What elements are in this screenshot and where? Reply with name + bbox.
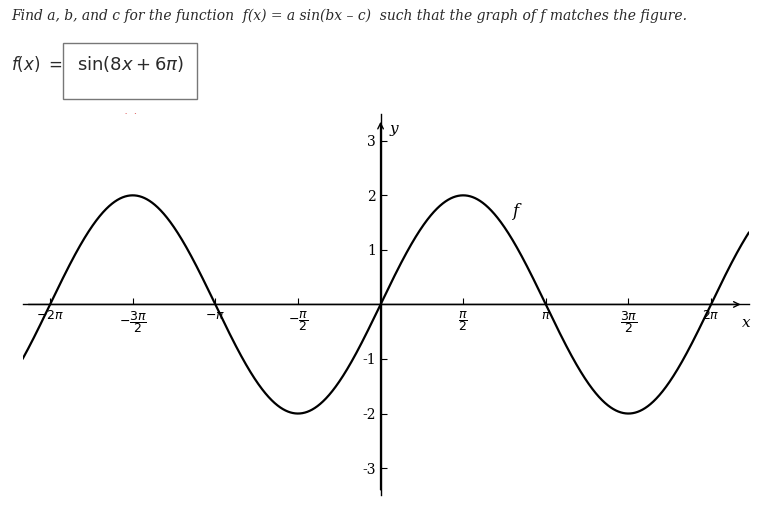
FancyBboxPatch shape	[63, 43, 197, 99]
Text: Find a, b, and c for the function  f(x) = a sin(bx – c)  such that the graph of : Find a, b, and c for the function f(x) =…	[11, 8, 688, 23]
Text: f: f	[512, 203, 518, 220]
Text: y: y	[390, 122, 399, 136]
Text: ✕: ✕	[121, 112, 139, 132]
Text: $f(x)\ =$: $f(x)\ =$	[11, 54, 63, 74]
Text: x: x	[742, 316, 750, 330]
Text: $\sin\!\left(8x+6\pi\right)$: $\sin\!\left(8x+6\pi\right)$	[77, 54, 183, 74]
